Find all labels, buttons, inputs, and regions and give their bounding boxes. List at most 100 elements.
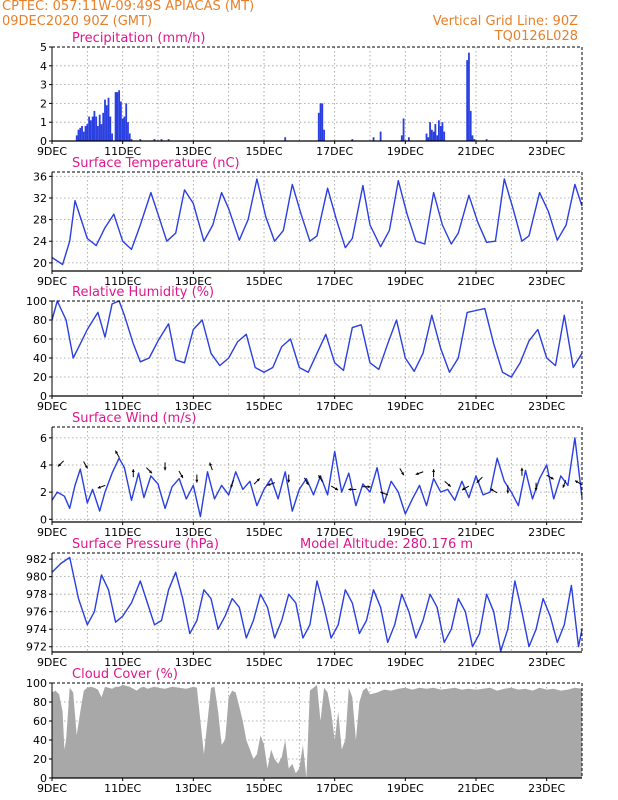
precip-bar [439,125,442,141]
wind-xtick-label: 21DEC [457,526,494,539]
rh-title: Relative Humidity (%) [72,285,214,300]
precip-bar [116,92,119,141]
wind-arrow [178,470,184,479]
rh-xtick-label: 11DEC [104,400,141,413]
wind-ytick-label: 4 [40,459,47,472]
pres-xtick-label: 13DEC [175,656,212,669]
wind-arrow [330,485,339,491]
wind-arrow [97,484,106,489]
pres-plot-area [52,553,582,652]
header-grid-note: Vertical Grid Line: 90Z [432,14,578,29]
temp-ytick-label: 32 [33,192,47,205]
temp-xtick-label: 11DEC [104,275,141,288]
precip-bar [121,118,124,141]
precip-title: Precipitation (mm/h) [72,31,205,46]
wind-xtick-label: 9DEC [37,526,67,539]
precip-bar [125,103,128,141]
precip-xtick-label: 13DEC [175,145,212,158]
precip-bar [167,139,170,141]
rh-ytick-label: 60 [33,333,47,346]
pres-ytick-label: 976 [26,606,47,619]
wind-arrow [348,487,357,491]
wind-ytick-label: 0 [40,513,47,526]
wind-xtick-label: 17DEC [316,526,353,539]
temp-xtick-label: 15DEC [245,275,282,288]
wind-arrow [380,491,389,496]
cloud-ytick-label: 20 [33,753,47,766]
precip-bar [443,131,446,141]
wind-arrow [415,471,424,475]
wind-arrow [534,482,538,491]
wind-arrow [145,467,153,474]
precip-bar [107,97,110,141]
precip-bar [81,125,83,141]
precip-bar [485,139,488,141]
precip-bar [153,139,156,141]
cloud-xtick-label: 17DEC [316,782,353,795]
precip-bar [93,110,96,141]
precip-bar [88,116,90,141]
precip-bar [79,127,82,141]
rh-ytick-label: 20 [33,371,47,384]
pres-series-line [51,556,583,652]
precip-ytick-label: 2 [40,97,47,110]
precip-plot-area [52,47,582,141]
header-model-id: TQ0126L028 [494,29,578,44]
precip-bar [321,103,324,141]
header-run-date: 09DEC2020 90Z (GMT) [2,14,153,29]
temp-ytick-label: 28 [33,214,47,227]
wind-arrow [83,461,88,469]
wind-xtick-label: 11DEC [104,526,141,539]
pres-xtick-label: 21DEC [457,656,494,669]
precip-bar [471,135,474,141]
pres-ytick-label: 980 [26,571,47,584]
rh-xtick-label: 9DEC [37,400,67,413]
precip-ytick-label: 4 [40,60,47,73]
precip-xtick-label: 17DEC [316,145,353,158]
cloud-xtick-label: 15DEC [245,782,282,795]
pres-xtick-label: 17DEC [316,656,353,669]
precip-bar [130,139,133,141]
wind-arrow [267,482,275,486]
wind-xtick-label: 23DEC [528,526,565,539]
precip-bar [379,131,382,141]
rh-xtick-label: 13DEC [175,400,212,413]
precip-bar [427,137,430,141]
cloud-area [52,684,582,778]
wind-arrow [432,469,436,478]
precip-bar [469,110,472,141]
precip-ytick-label: 1 [40,116,47,129]
wind-arrow [444,481,452,487]
wind-arrow [520,467,524,476]
temp-xtick-label: 13DEC [175,275,212,288]
cloud-ytick-label: 40 [33,734,47,747]
wind-arrow [546,474,554,480]
precip-xtick-label: 11DEC [104,145,141,158]
wind-series-line [51,437,583,518]
wind-title: Surface Wind (m/s) [72,411,196,426]
wind-arrow [303,477,309,485]
precip-bar [82,131,85,141]
precip-bar [84,125,87,141]
precip-bar [317,112,320,141]
precip-bar [102,112,105,141]
precip-bar [139,139,142,141]
header-station: CPTEC: 057:11W-09:49S APIACAS (MT) [2,0,255,14]
cloud-xtick-label: 11DEC [104,782,141,795]
temp-xtick-label: 17DEC [316,275,353,288]
rh-ytick-label: 100 [26,295,47,308]
precip-bar [91,116,94,141]
precip-bar [120,101,122,141]
precip-bar [429,122,431,141]
wind-arrow [318,474,323,483]
temp-ytick-label: 24 [33,235,47,248]
precip-bar [105,105,108,141]
wind-xtick-label: 13DEC [175,526,212,539]
precip-bar [98,114,101,141]
pres-xtick-label: 19DEC [387,656,424,669]
precip-bar [100,124,103,141]
temp-xtick-label: 9DEC [37,275,67,288]
cloud-ytick-label: 60 [33,715,47,728]
wind-arrow [131,469,135,478]
